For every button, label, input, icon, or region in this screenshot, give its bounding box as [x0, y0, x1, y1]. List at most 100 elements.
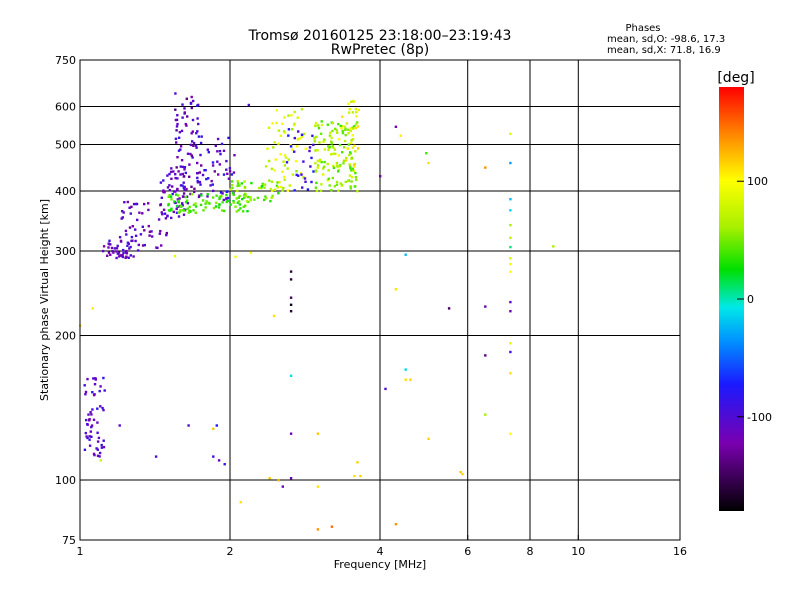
data-point: [353, 165, 356, 168]
data-point: [141, 225, 144, 228]
data-point: [289, 477, 293, 480]
data-point: [115, 247, 119, 250]
data-point: [295, 173, 298, 177]
data-point: [271, 194, 274, 198]
data-point: [231, 191, 235, 195]
data-point: [228, 170, 232, 173]
data-point: [354, 150, 357, 153]
x-tick-label: 2: [227, 545, 234, 558]
data-point: [88, 418, 91, 421]
data-point: [186, 115, 189, 118]
data-point: [176, 177, 179, 180]
data-point: [168, 172, 171, 176]
data-point: [338, 143, 342, 147]
data-point: [330, 188, 333, 192]
data-point: [171, 185, 174, 188]
data-point: [182, 186, 185, 190]
data-point: [293, 122, 296, 125]
x-axis-label: Frequency [MHz]: [334, 558, 426, 571]
data-point: [193, 190, 196, 194]
data-point: [229, 203, 232, 206]
data-point: [84, 431, 87, 435]
data-point: [276, 186, 279, 189]
data-point: [345, 156, 348, 160]
data-point: [309, 165, 312, 168]
data-point: [356, 125, 360, 128]
data-point: [297, 130, 300, 133]
data-point: [117, 251, 121, 254]
data-point: [169, 195, 172, 198]
data-point: [186, 202, 190, 205]
data-point: [95, 447, 98, 450]
data-point: [271, 189, 274, 192]
data-point: [247, 103, 250, 107]
stats-line-o: mean, sd,O: -98.6, 17.3: [607, 34, 725, 45]
data-point: [283, 116, 286, 119]
data-point: [236, 189, 239, 193]
data-point: [312, 143, 315, 147]
data-point: [296, 145, 299, 148]
data-point: [281, 485, 284, 488]
data-point: [98, 451, 102, 455]
data-point: [239, 207, 242, 210]
data-point: [185, 195, 189, 198]
data-point: [270, 196, 273, 199]
data-point: [135, 202, 139, 206]
data-point: [192, 144, 195, 147]
data-point: [291, 128, 294, 131]
data-point: [96, 431, 99, 434]
data-point: [352, 164, 356, 167]
data-point: [107, 251, 111, 254]
data-point: [179, 148, 182, 151]
data-point: [289, 270, 293, 273]
data-point: [189, 143, 193, 147]
data-point: [427, 437, 430, 440]
data-point: [231, 186, 234, 190]
chart-subtitle: RwPretec (8p): [331, 42, 429, 58]
data-point: [308, 146, 312, 149]
x-tick-label: 6: [464, 545, 471, 558]
data-point: [337, 122, 340, 126]
data-point: [509, 270, 512, 273]
data-point: [509, 245, 512, 249]
data-point: [337, 154, 341, 157]
data-point: [287, 158, 290, 161]
data-point: [192, 99, 195, 103]
data-point: [182, 181, 185, 184]
data-point: [330, 136, 333, 140]
data-point: [170, 198, 173, 201]
data-point: [347, 102, 350, 105]
data-point: [283, 175, 286, 179]
data-point: [84, 393, 87, 396]
data-point: [282, 130, 286, 133]
data-point: [509, 209, 512, 212]
data-point: [289, 310, 293, 313]
data-point: [122, 248, 125, 252]
data-point: [349, 127, 352, 130]
data-point: [313, 136, 316, 139]
y-tick-label: 750: [55, 54, 76, 67]
data-point: [328, 145, 331, 149]
data-point: [344, 180, 347, 184]
data-point: [244, 195, 247, 198]
data-point: [341, 131, 345, 135]
data-point: [90, 413, 93, 416]
data-point: [159, 203, 162, 207]
data-point: [344, 159, 348, 162]
data-point: [119, 239, 123, 243]
data-point: [183, 188, 186, 192]
data-point: [132, 255, 135, 258]
data-point: [125, 255, 128, 258]
data-point: [394, 523, 398, 526]
data-point: [394, 288, 398, 291]
data-point: [119, 254, 122, 257]
data-point: [181, 195, 185, 198]
data-point: [316, 528, 320, 531]
data-point: [220, 142, 224, 146]
data-point: [190, 106, 193, 110]
data-point: [200, 135, 203, 138]
y-axis-label: Stationary phase Virtual Height [km]: [38, 199, 51, 401]
data-point: [296, 116, 299, 119]
colorbar-label: [deg]: [717, 70, 754, 86]
data-point: [282, 186, 285, 190]
